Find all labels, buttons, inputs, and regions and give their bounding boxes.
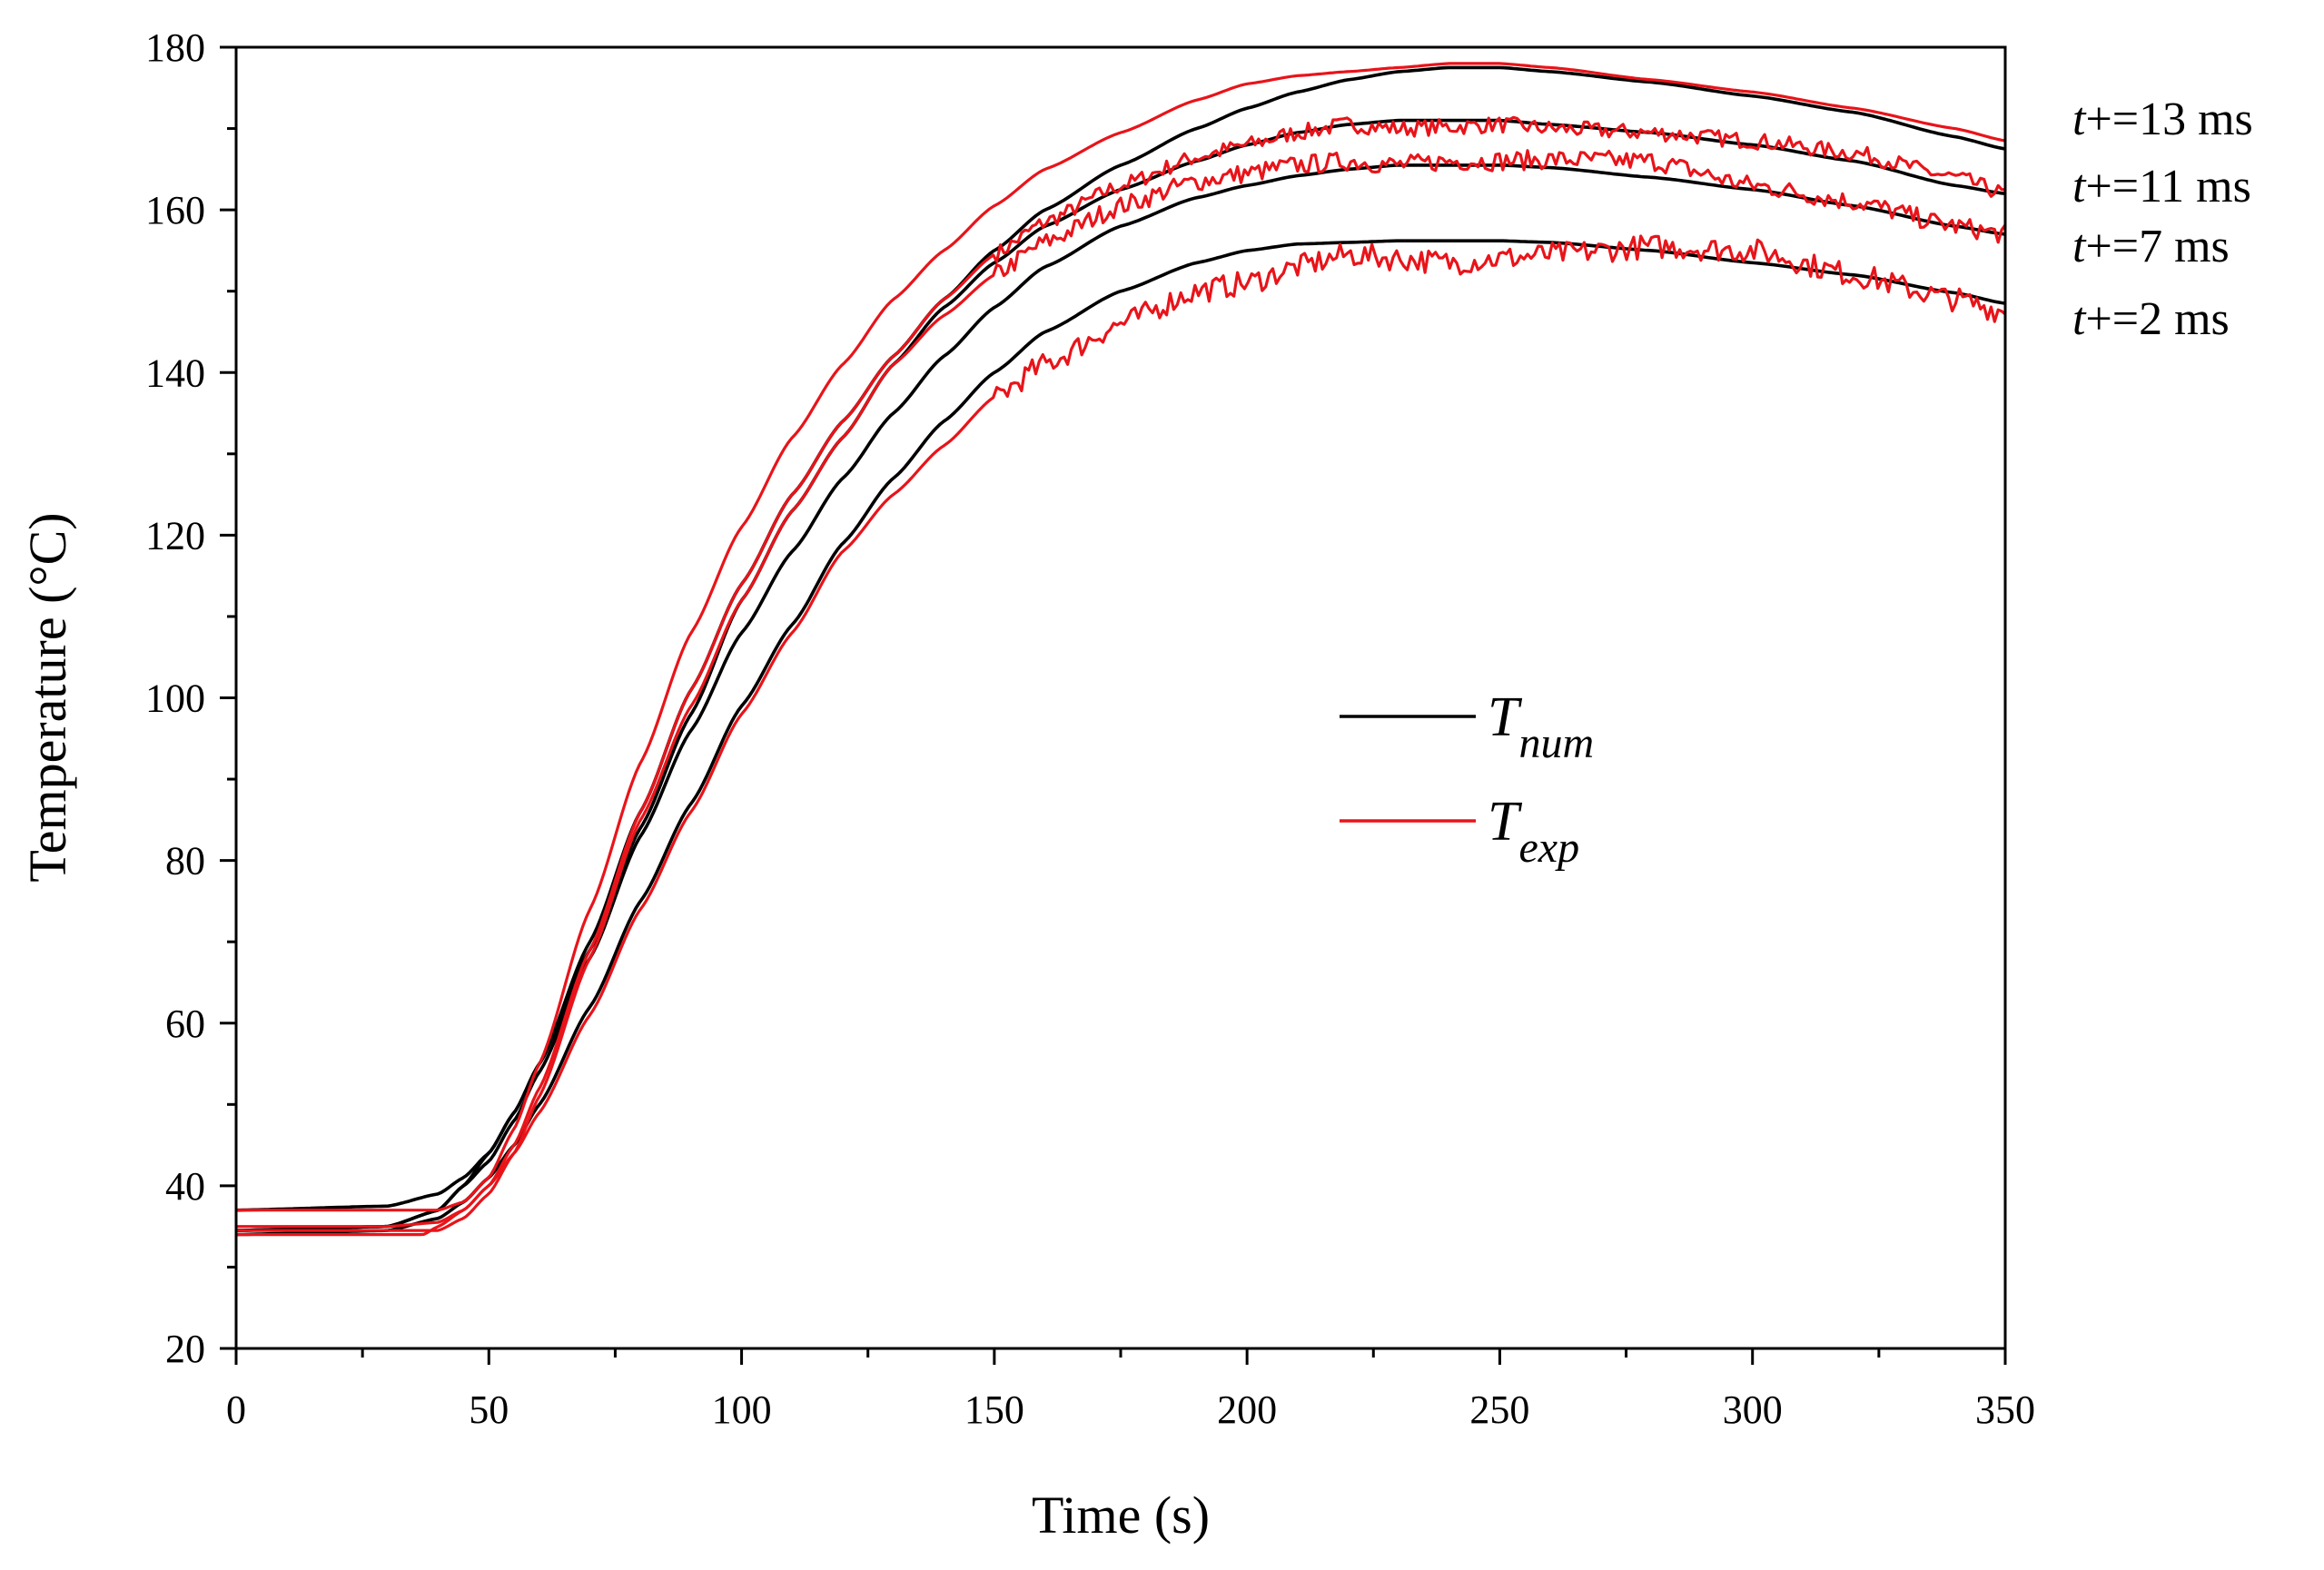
tick-labels-group: 0 50 100 150 200 250 300 350 20 40 60 80 100 120 140 16… xyxy=(145,25,2035,1432)
legend-symbol-num: T xyxy=(1488,686,1523,748)
legend-symbol-exp: T xyxy=(1488,791,1523,853)
axis-ticks-group xyxy=(220,45,2007,1365)
annotation-13ms: t+=13 ms xyxy=(2072,94,2253,145)
exp-series-line-6 xyxy=(236,149,2007,1232)
plot-series-group xyxy=(235,62,2007,1237)
exp-series-line-5 xyxy=(236,115,2006,1229)
legend-label-exp: Texp xyxy=(1488,791,1579,872)
y-tick-label: 60 xyxy=(165,1002,205,1046)
legend-subscript-num: num xyxy=(1518,719,1594,767)
annotation-7ms: t+=7 ms xyxy=(2072,221,2230,272)
exp-series-line-4 xyxy=(236,62,2006,1212)
x-tick-label: 350 xyxy=(1975,1387,2035,1432)
x-tick-label: 100 xyxy=(712,1387,772,1432)
exp-series-line-7 xyxy=(236,234,2007,1237)
y-axis-title: Temperature (°C) xyxy=(18,512,77,882)
x-tick-label: 50 xyxy=(469,1387,509,1432)
y-tick-label: 180 xyxy=(145,25,205,70)
x-tick-label: 150 xyxy=(964,1387,1024,1432)
y-tick-label: 80 xyxy=(165,839,205,884)
legend-subscript-exp: exp xyxy=(1518,824,1579,872)
annotation-2ms: t+=2 ms xyxy=(2072,293,2230,345)
y-tick-label: 20 xyxy=(165,1327,205,1371)
annotation-11ms: t+=11 ms xyxy=(2072,161,2251,212)
y-tick-label: 160 xyxy=(145,188,205,232)
y-tick-label: 140 xyxy=(145,351,205,395)
legend: Tnum Texp xyxy=(1340,686,1594,872)
x-tick-label: 200 xyxy=(1217,1387,1277,1432)
y-tick-label: 40 xyxy=(165,1164,205,1209)
x-axis-title: Time (s) xyxy=(1032,1486,1210,1545)
x-tick-label: 300 xyxy=(1723,1387,1783,1432)
y-tick-label: 100 xyxy=(145,676,205,721)
y-tick-label: 120 xyxy=(145,513,205,558)
x-tick-label: 0 xyxy=(226,1387,246,1432)
x-tick-label: 250 xyxy=(1469,1387,1529,1432)
legend-label-num: Tnum xyxy=(1488,686,1594,767)
